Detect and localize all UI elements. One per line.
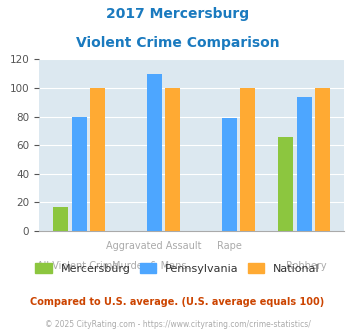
Bar [278,137,293,231]
Bar [297,97,312,231]
Text: Robbery: Robbery [286,261,327,271]
Bar [91,88,105,231]
Text: Aggravated Assault: Aggravated Assault [106,241,201,251]
Text: 2017 Mercersburg: 2017 Mercersburg [106,7,249,20]
Text: Rape: Rape [217,241,242,251]
Legend: Mercersburg, Pennsylvania, National: Mercersburg, Pennsylvania, National [31,259,324,278]
Bar [316,88,331,231]
Text: © 2025 CityRating.com - https://www.cityrating.com/crime-statistics/: © 2025 CityRating.com - https://www.city… [45,320,310,329]
Bar [165,88,180,231]
Bar [53,207,68,231]
Bar [147,74,162,231]
Bar [240,88,256,231]
Text: All Violent Crime: All Violent Crime [37,261,118,271]
Bar [72,116,87,231]
Bar [222,118,237,231]
Text: Violent Crime Comparison: Violent Crime Comparison [76,36,279,50]
Text: Murder & Mans...: Murder & Mans... [112,261,195,271]
Text: Compared to U.S. average. (U.S. average equals 100): Compared to U.S. average. (U.S. average … [31,297,324,307]
